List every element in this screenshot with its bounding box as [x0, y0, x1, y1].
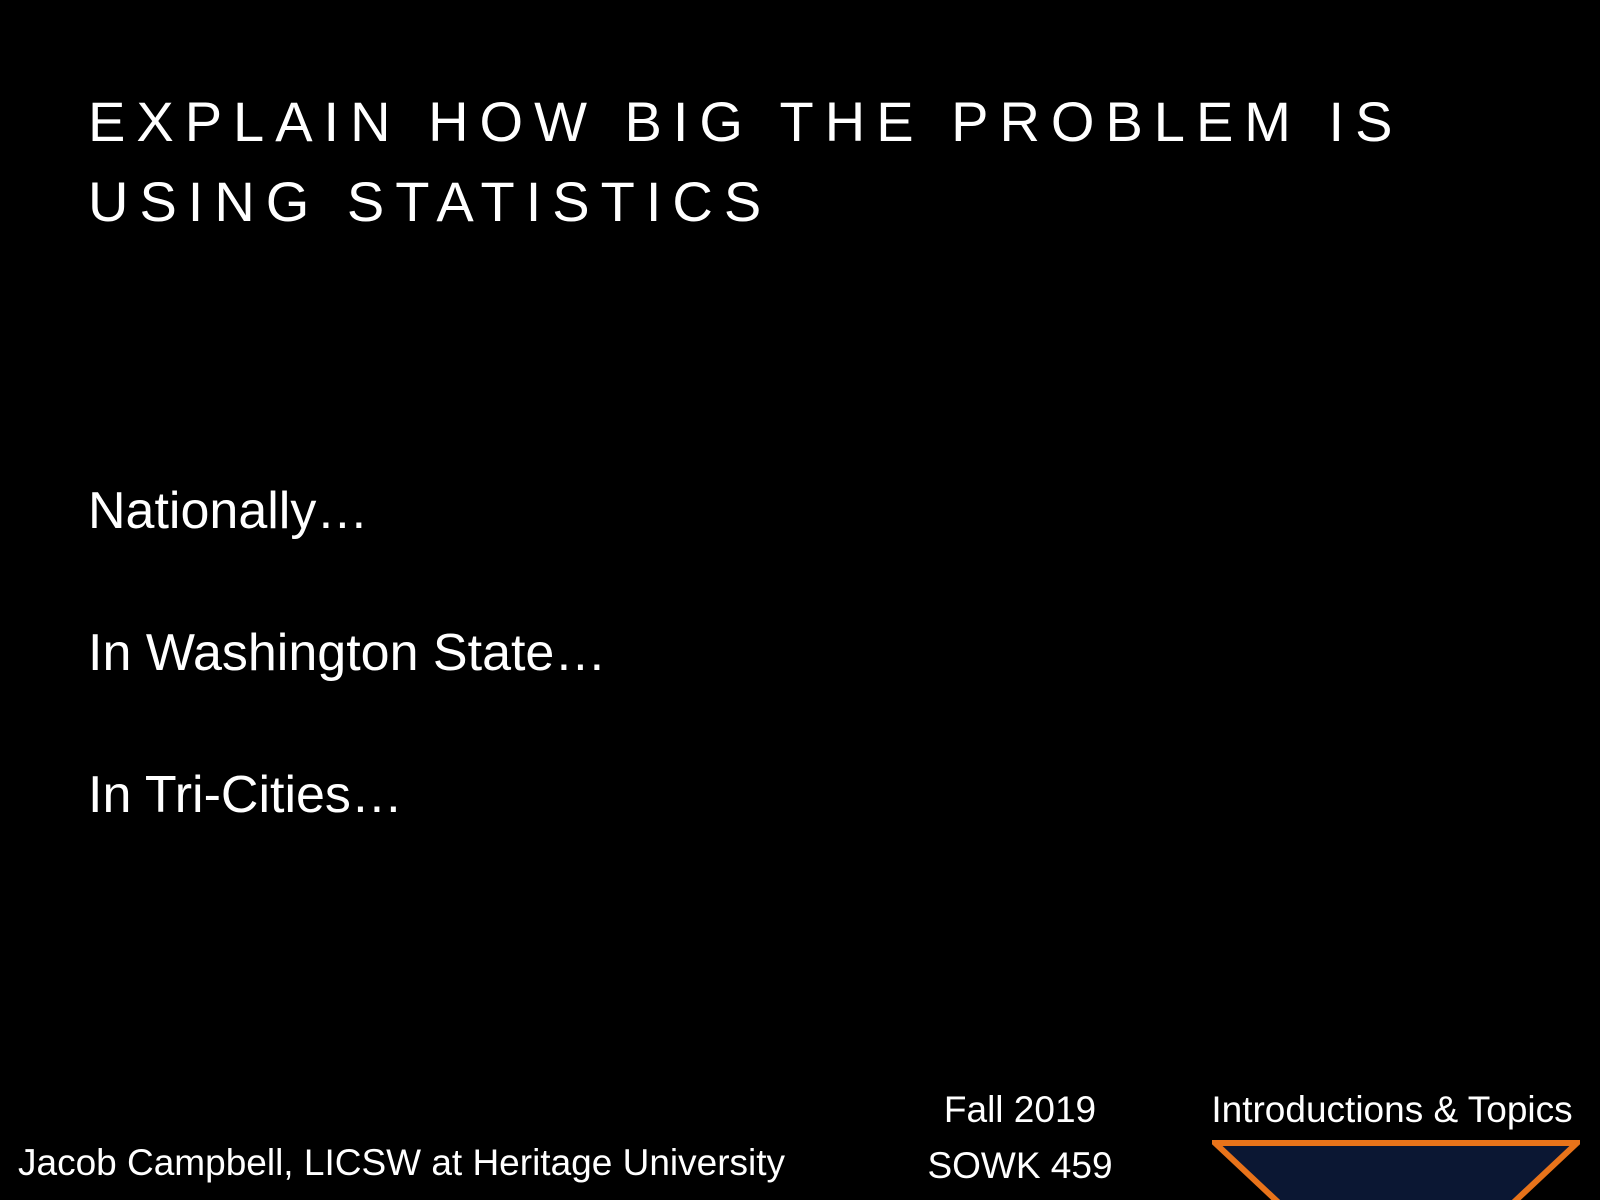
bullet-tri-cities: In Tri-Cities… — [88, 766, 403, 824]
heritage-university-shield-icon — [1212, 1140, 1580, 1200]
bullet-list: Nationally… In Washington State… In Tri-… — [88, 480, 988, 906]
slide-title-line-2: USING STATISTICS — [88, 170, 773, 233]
footer-author: Jacob Campbell, LICSW at Heritage Univer… — [18, 1142, 786, 1183]
footer-course-code: SOWK 459 — [927, 1145, 1113, 1186]
footer-topic: Introductions & Topics — [1211, 1089, 1573, 1130]
footer-course-info: Fall 2019 SOWK 459 — [900, 1082, 1140, 1194]
slide-title: EXPLAIN HOW BIG THE PROBLEM IS USING STA… — [88, 82, 1528, 242]
footer-term: Fall 2019 — [943, 1089, 1097, 1130]
bullet-washington-state: In Washington State… — [88, 624, 607, 682]
slide-title-line-1: EXPLAIN HOW BIG THE PROBLEM IS — [88, 90, 1404, 153]
bullet-nationally: Nationally… — [88, 482, 369, 540]
